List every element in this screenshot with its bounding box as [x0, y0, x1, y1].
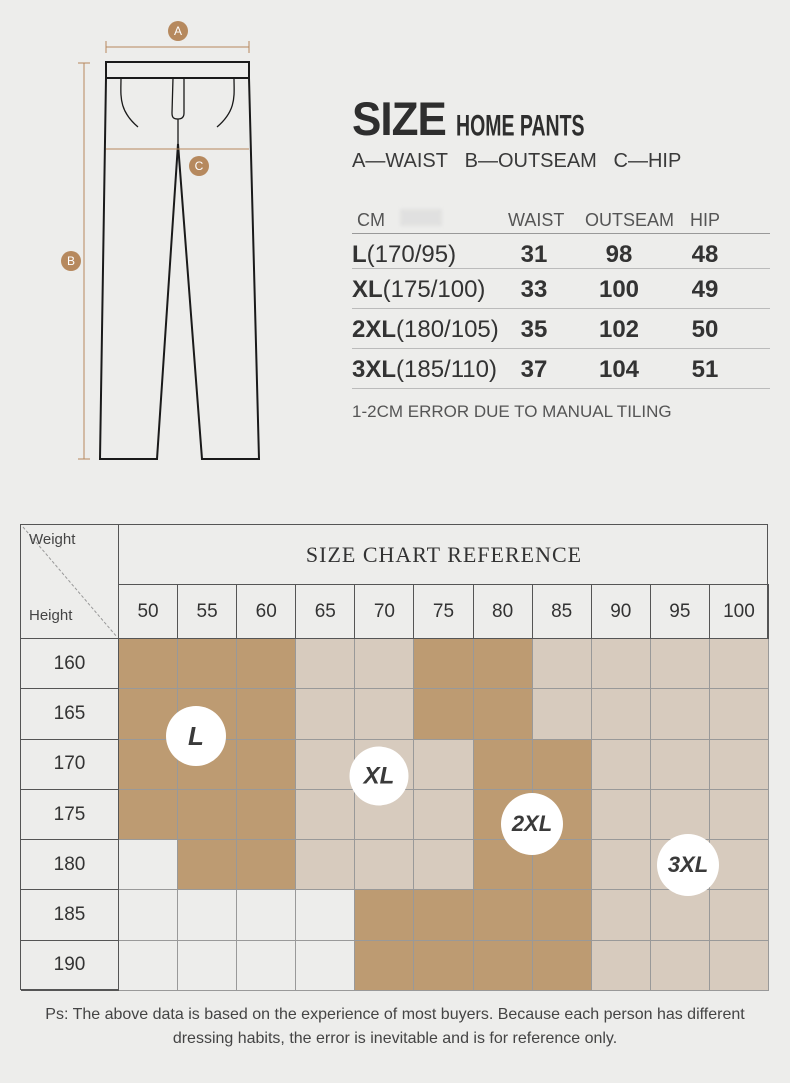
svg-text:A: A	[174, 24, 182, 38]
svg-text:C: C	[195, 159, 204, 173]
svg-text:B: B	[67, 254, 75, 268]
